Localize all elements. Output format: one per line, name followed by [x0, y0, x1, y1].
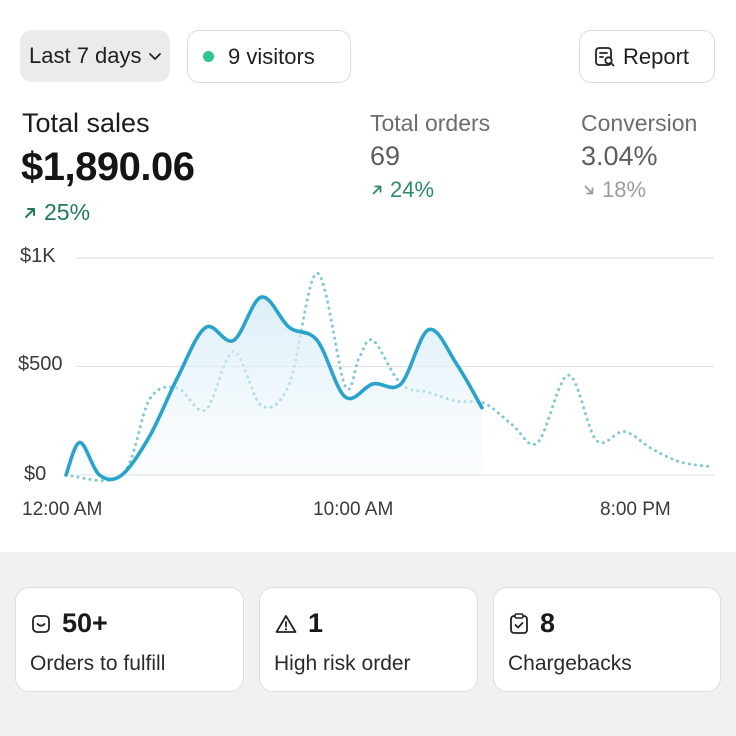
total-sales-label: Total sales: [22, 108, 150, 138]
total-orders-value: 69: [370, 141, 401, 171]
orders-to-fulfill-label: Orders to fulfill: [30, 652, 166, 675]
arrow-up-right-icon: [372, 185, 382, 195]
date-range-button[interactable]: Last 7 days: [20, 30, 170, 82]
conversion-label: Conversion: [581, 110, 698, 136]
high-risk-order-count: 1: [308, 608, 324, 638]
date-range-label: Last 7 days: [29, 43, 142, 68]
current-period-line: [64, 295, 484, 482]
x-tick-label: 10:00 AM: [313, 499, 394, 520]
orders-to-fulfill-count: 50+: [62, 608, 108, 638]
chargebacks-tile[interactable]: 8 Chargebacks: [493, 587, 721, 692]
conversion-change: 18%: [582, 177, 646, 203]
conversion-value: 3.04%: [581, 141, 658, 171]
chargebacks-count: 8: [540, 608, 556, 638]
arrow-down-right-icon: [584, 185, 594, 195]
clipboard-check-icon: [510, 612, 528, 634]
high-risk-order-tile[interactable]: 1 High risk order: [259, 587, 478, 692]
total-orders-label: Total orders: [370, 110, 491, 136]
total-sales-change-value: 25%: [44, 199, 91, 225]
x-tick-label: 8:00 PM: [600, 499, 671, 520]
chevron-down-icon: [148, 53, 161, 60]
live-status-dot: [203, 51, 214, 62]
current-period-area: [66, 296, 482, 480]
y-tick-label: $0: [24, 463, 47, 485]
report-label: Report: [623, 43, 690, 69]
orders-to-fulfill-tile[interactable]: 50+ Orders to fulfill: [15, 587, 244, 692]
x-tick-label: 12:00 AM: [22, 499, 103, 520]
high-risk-order-label: High risk order: [274, 652, 411, 675]
live-visitors-button[interactable]: 9 visitors: [187, 30, 351, 83]
report-button[interactable]: Report: [579, 30, 715, 83]
y-tick-label: $1K: [20, 245, 56, 267]
total-sales-change: 25%: [22, 199, 90, 226]
report-search-icon: [595, 46, 615, 66]
arrow-up-right-icon: [25, 207, 35, 218]
chargebacks-label: Chargebacks: [508, 652, 632, 675]
order-box-icon: [32, 614, 50, 633]
sales-line-chart: [64, 257, 714, 483]
visitors-label: 9 visitors: [228, 43, 315, 69]
total-orders-change: 24%: [370, 177, 434, 203]
warning-triangle-icon: [275, 614, 297, 633]
total-orders-change-value: 24%: [390, 177, 435, 202]
total-sales-value: $1,890.06: [21, 145, 195, 189]
conversion-change-value: 18%: [602, 177, 647, 202]
y-tick-label: $500: [18, 353, 63, 375]
